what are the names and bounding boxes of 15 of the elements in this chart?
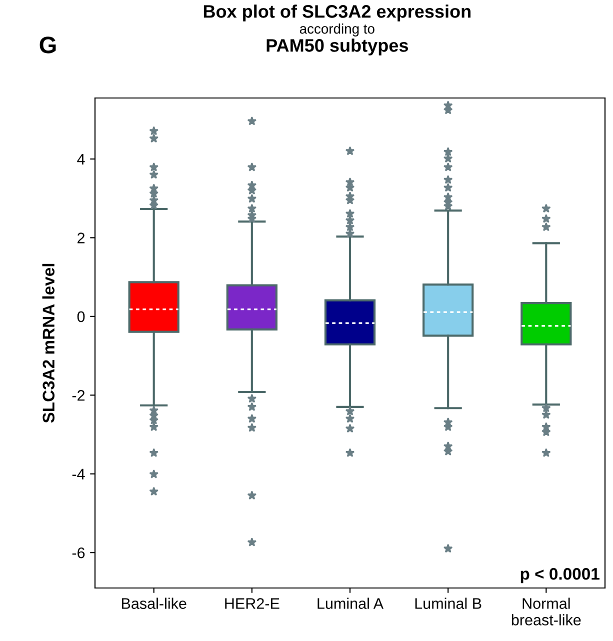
y-axis-title: SLC3A2 mRNA level [42, 264, 55, 423]
y-tick-label: 2 [78, 232, 85, 244]
annotation: p < 0.0001 [520, 568, 600, 584]
x-tick-label: Luminal A [318, 598, 384, 609]
y-tick-label: 4 [77, 154, 85, 165]
y-tick-label: -6 [72, 547, 85, 558]
text: G [40, 36, 56, 54]
chart-title: Box plot of SLC3A2 expression according to PAM50 subtypes [204, 4, 470, 56]
y-tick-label: -2 [72, 390, 85, 401]
y-tick-label: 0 [77, 311, 85, 322]
x-tick-label: Basal-like [122, 598, 186, 609]
x-tick-label: HER2-E [225, 598, 280, 609]
x-tick-label: Normal breast-like [512, 598, 581, 626]
x-tick-label: Luminal B [415, 598, 482, 609]
y-tick-label: -4 [72, 468, 85, 480]
